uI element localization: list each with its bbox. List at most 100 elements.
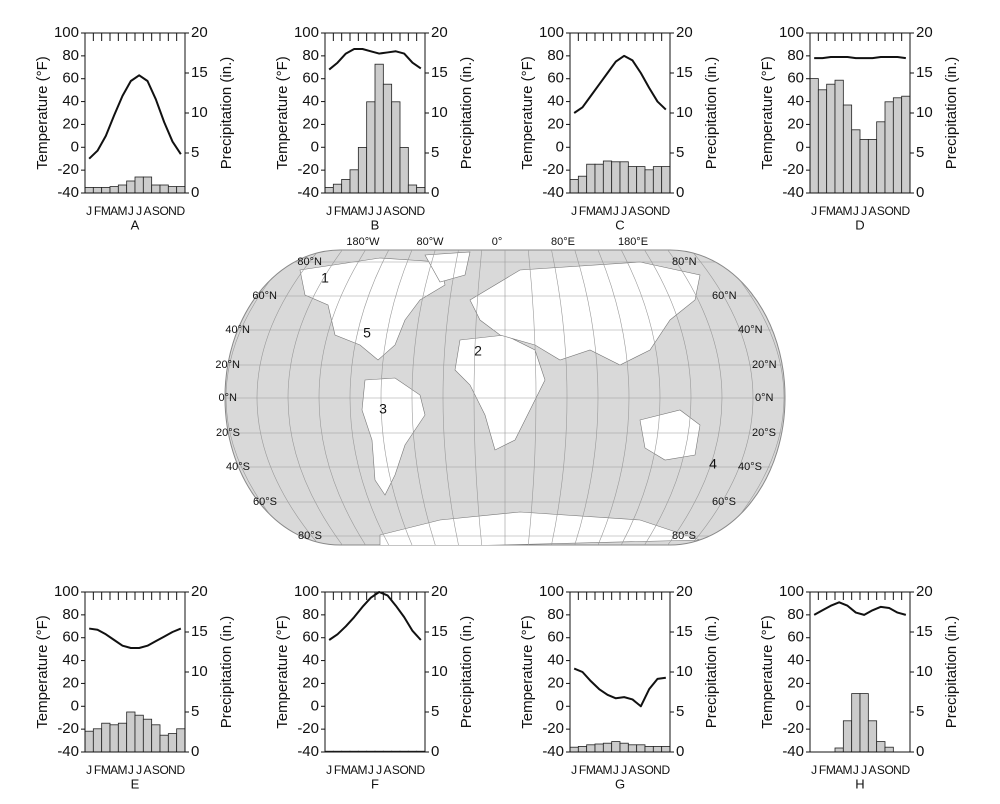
chart-label: D [855,217,864,232]
greenland [424,251,471,283]
y-tick-label: 20 [302,674,319,691]
x-tick-label: J [128,763,134,777]
x-tick-label: M [586,204,596,218]
y-tick-label: 20 [62,115,79,132]
latitude-label: 40°N [738,324,763,336]
precipitation-bar [594,163,604,194]
latitude-label: 0°N [755,392,774,404]
y-tick-label: 60 [302,70,319,87]
y-tick-label: -20 [782,720,804,737]
x-tick-label: S [637,204,645,218]
meridian [442,250,459,545]
y-tick-label: 40 [302,652,319,669]
chart-label: H [855,776,864,791]
precipitation-bar [167,186,178,194]
x-tick-label: J [571,763,577,777]
y2-tick-label: 5 [431,144,439,161]
meridian [714,250,785,545]
y-tick-label: 80 [547,47,564,64]
world-map [224,249,786,546]
x-tick-label: N [408,204,417,218]
y-tick-label: 100 [539,24,564,41]
precipitation-bar [142,718,153,753]
y2-tick-label: 10 [676,663,693,680]
x-tick-label: S [152,763,160,777]
x-tick-label: M [358,763,368,777]
x-tick-label: O [644,204,653,218]
y2-tick-label: 0 [431,184,439,201]
x-tick-label: M [118,204,128,218]
precipitation-bar [341,178,351,194]
x-tick-label: J [613,204,619,218]
y-tick-label: 40 [302,93,319,110]
precipitation-bar [159,734,169,753]
y-tick-label: -40 [297,184,319,201]
meridian [225,250,296,545]
precipitation-bar [92,186,103,194]
precipitation-bar [142,176,153,194]
x-tick-label: J [368,204,374,218]
y-axis-label: Temperature (°F) [274,615,291,729]
precipitation-bar [84,730,94,753]
latitude-label: 60°N [712,290,737,302]
x-tick-label: A [350,763,358,777]
precipitation-bar [399,146,409,194]
y-tick-label: -40 [542,184,564,201]
y-axis-label: Temperature (°F) [519,56,536,170]
x-tick-label: O [399,763,408,777]
precipitation-bar [324,186,334,194]
y2-axis-label: Precipitation (in.) [703,57,720,170]
y-axis-label: Temperature (°F) [274,56,291,170]
y-axis-label: Temperature (°F) [34,56,51,170]
meridian [318,250,366,545]
precipitation-bar [602,742,613,753]
x-tick-label: J [368,763,374,777]
precipitation-bar [627,166,638,194]
y2-tick-label: 10 [191,104,208,121]
y-tick-label: 20 [62,674,79,691]
y-tick-label: 20 [547,115,564,132]
plot-frame [324,591,426,753]
x-tick-label: D [661,763,670,777]
x-tick-label: D [416,763,425,777]
y-tick-label: 20 [787,674,804,691]
y-tick-label: 80 [302,606,319,623]
precipitation-bar [627,744,638,753]
precipitation-bar [577,746,588,753]
y-tick-label: 60 [62,70,79,87]
x-tick-label: J [811,204,817,218]
y2-tick-label: 0 [191,743,199,760]
x-tick-label: A [835,763,843,777]
precipitation-bar [92,728,103,753]
longitude-label: 180°E [618,236,648,248]
temperature-line [573,54,667,114]
plot-frame [84,32,186,194]
graticule [225,250,785,545]
x-tick-label: J [136,204,142,218]
precipitation-bar [809,78,819,194]
meridian [256,250,320,545]
longitude-label: 80°W [416,236,444,248]
x-tick-label: A [350,204,358,218]
climograph: J F M A M J J A S O N D-40-2002040608010005101520Te… [759,24,960,232]
australia [639,409,701,461]
y2-tick-label: 15 [191,623,208,640]
latitude-label: 20°N [752,359,777,371]
precipitation-bar [851,693,861,753]
meridian [287,250,343,545]
precipitation-bar [901,95,911,194]
x-tick-label: M [843,204,853,218]
precipitation-bar [101,722,111,753]
y-tick-label: 100 [54,583,79,600]
y-tick-label: -20 [57,161,79,178]
y2-axis-label: Precipitation (in.) [458,57,475,170]
x-tick-label: J [326,204,332,218]
y2-tick-label: 5 [676,144,684,161]
latitude-label: 20°S [216,427,240,439]
y2-tick-label: 5 [676,703,684,720]
x-tick-label: M [341,204,351,218]
x-tick-label: N [168,763,177,777]
x-tick-label: N [653,204,662,218]
x-tick-label: J [621,763,627,777]
latitude-label: 80°N [672,256,697,268]
